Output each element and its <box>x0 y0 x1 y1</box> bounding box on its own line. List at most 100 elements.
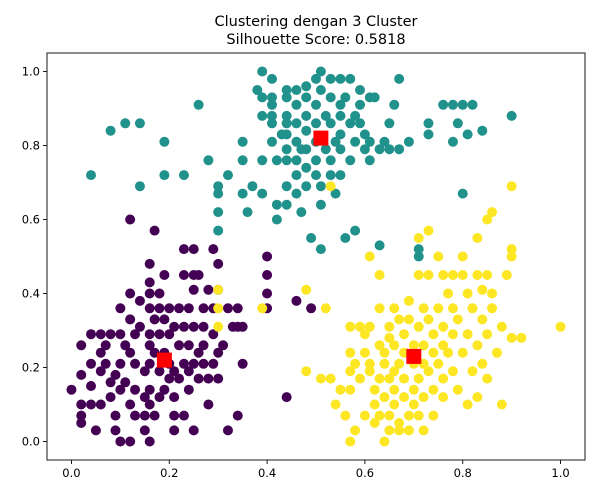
cluster-0-point <box>203 373 214 384</box>
cluster-0-point <box>198 303 209 314</box>
x-tick-label: 0.8 <box>454 466 472 480</box>
y-tick-label: 0.0 <box>22 435 40 449</box>
cluster-1-point <box>345 118 356 129</box>
cluster-0-point <box>139 425 150 436</box>
cluster-0-point <box>115 358 126 369</box>
cluster-2-point <box>457 347 468 358</box>
cluster-0-point <box>154 366 165 377</box>
cluster-1-point <box>296 207 307 218</box>
cluster-0-point <box>110 425 121 436</box>
cluster-0-point <box>159 384 170 395</box>
cluster-1-point <box>306 233 317 243</box>
cluster-0-point <box>139 366 150 377</box>
cluster-2-point <box>389 366 400 377</box>
cluster-1-point <box>281 110 292 121</box>
cluster-0-point <box>149 314 160 325</box>
cluster-2-point <box>472 233 483 243</box>
cluster-2-point <box>418 340 429 351</box>
cluster-0-point <box>159 314 170 325</box>
cluster-2-point <box>438 270 449 280</box>
cluster-0-point <box>115 303 126 314</box>
cluster-1-point <box>237 136 248 147</box>
cluster-2-point <box>472 340 483 351</box>
cluster-1-point <box>457 188 468 199</box>
cluster-0-point <box>154 288 165 299</box>
cluster-2-point <box>423 225 434 236</box>
cluster-1-point <box>291 99 302 110</box>
cluster-1-point <box>281 144 292 155</box>
cluster-1-point <box>423 129 434 140</box>
cluster-2-point <box>364 251 375 262</box>
cluster-1-point <box>374 144 385 155</box>
cluster-1-point <box>203 155 214 166</box>
cluster-1-point <box>311 73 321 84</box>
cluster-1-point <box>394 144 405 155</box>
cluster-2-point <box>433 303 444 314</box>
cluster-1-point <box>359 144 370 155</box>
cluster-1-point <box>266 118 277 129</box>
cluster-2-point <box>384 410 395 421</box>
cluster-1-point <box>325 170 336 181</box>
cluster-1-point <box>330 188 341 199</box>
cluster-1-point <box>462 129 473 140</box>
cluster-2-point <box>447 329 458 340</box>
cluster-1-point <box>281 92 292 103</box>
cluster-1-point <box>281 155 292 166</box>
cluster-0-point <box>86 329 97 340</box>
cluster-2-point <box>457 251 468 262</box>
cluster-1-point <box>291 85 302 95</box>
cluster-1-point <box>359 129 370 140</box>
cluster-0-point <box>95 366 106 377</box>
cluster-0-point <box>144 399 155 410</box>
cluster-2-point <box>462 288 473 299</box>
cluster-1-point <box>355 118 366 129</box>
cluster-2-point <box>374 410 385 421</box>
cluster-2-point <box>433 251 444 262</box>
cluster-1-point <box>379 136 390 147</box>
cluster-2-point <box>350 425 361 436</box>
cluster-2-point <box>408 340 419 351</box>
cluster-2-point <box>418 303 429 314</box>
cluster-1-point <box>301 125 312 136</box>
cluster-1-point <box>257 92 268 103</box>
cluster-0-point <box>95 347 106 358</box>
cluster-2-point <box>364 358 375 369</box>
cluster-1-point <box>447 136 458 147</box>
cluster-1-point <box>506 110 517 121</box>
cluster-0-point <box>130 410 141 421</box>
cluster-0-point <box>86 358 97 369</box>
cluster-2-point <box>384 321 395 332</box>
cluster-0-point <box>90 425 101 436</box>
cluster-2-point <box>457 270 468 280</box>
cluster-0-point <box>222 303 233 314</box>
cluster-1-point <box>350 110 361 121</box>
cluster-0-point <box>174 340 185 351</box>
cluster-2-point <box>330 399 341 410</box>
cluster-1-point <box>335 170 346 181</box>
cluster-2-point <box>399 373 410 384</box>
cluster-0-point <box>188 321 199 332</box>
cluster-2-point <box>389 303 400 314</box>
cluster-2-point <box>359 410 370 421</box>
cluster-1-point <box>311 118 321 129</box>
cluster-1-point <box>350 136 361 147</box>
cluster-2-point <box>320 303 331 314</box>
cluster-1-point <box>257 66 268 77</box>
cluster-2-point <box>423 366 434 377</box>
cluster-2-point <box>447 303 458 314</box>
cluster-1-point <box>384 118 395 129</box>
cluster-1-point <box>325 92 336 103</box>
cluster-0-point <box>178 358 189 369</box>
cluster-2-point <box>213 284 224 295</box>
cluster-2-point <box>345 366 356 377</box>
cluster-1-point <box>340 92 351 103</box>
cluster-0-point <box>139 392 150 403</box>
cluster-0-point <box>76 369 87 380</box>
cluster-1-point <box>335 110 346 121</box>
cluster-2-point <box>462 329 473 340</box>
cluster-1-point <box>335 73 346 84</box>
cluster-0-point <box>178 244 189 255</box>
cluster-2-point <box>384 373 395 384</box>
cluster-2-point <box>482 214 493 225</box>
